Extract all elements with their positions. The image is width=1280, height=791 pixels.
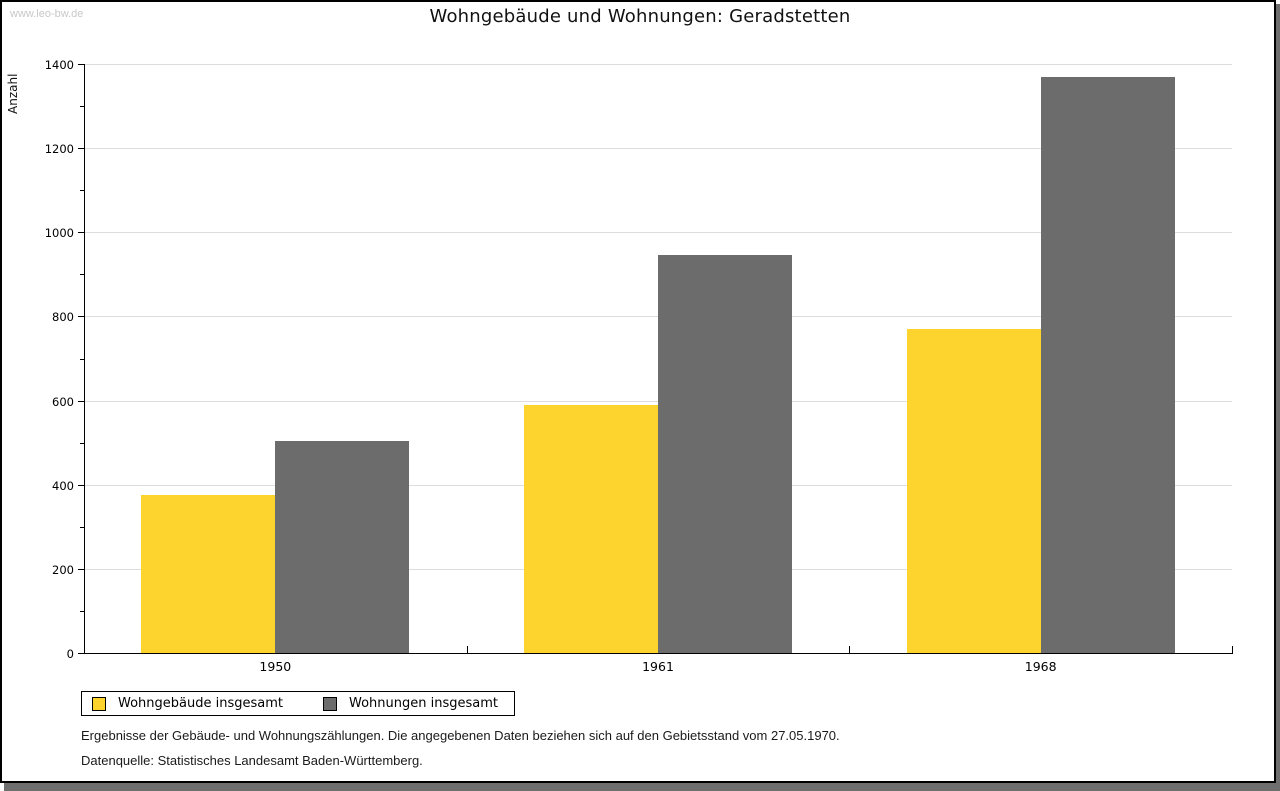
legend-swatch-yellow (92, 696, 106, 711)
bar-wohngebaeude-1961 (524, 404, 658, 653)
legend-item: Wohngebäude insgesamt (92, 696, 283, 711)
y-tick-label: 400 (52, 478, 74, 493)
bar-wohnungen-1961 (658, 255, 792, 653)
y-tick-major (78, 484, 84, 486)
y-tick-label: 800 (52, 310, 74, 325)
legend-swatch-gray (323, 696, 337, 711)
y-tick-major (78, 568, 84, 570)
frame-shadow-right (1276, 4, 1280, 791)
y-tick-label: 1200 (44, 142, 74, 157)
y-tick-minor (80, 190, 84, 192)
bar-wohnungen-1968 (1040, 76, 1175, 653)
bar-wohngebaeude-1968 (906, 329, 1041, 653)
legend-label: Wohnungen insgesamt (349, 696, 498, 711)
x-tick-end (1232, 646, 1233, 653)
chart-title: Wohngebäude und Wohnungen: Geradstetten (429, 6, 851, 27)
gridline (85, 232, 1232, 234)
x-axis-line (84, 653, 1233, 654)
x-tick-label: 1968 (1024, 659, 1057, 674)
y-axis-line (84, 64, 85, 653)
frame-shadow-bottom (4, 783, 1276, 791)
x-tick-label: 1961 (642, 659, 674, 674)
footer-source: Datenquelle: Statistisches Landesamt Bad… (81, 753, 423, 768)
watermark: www.leo-bw.de (10, 8, 84, 20)
gridline (85, 148, 1232, 150)
y-tick-major (78, 232, 84, 234)
y-tick-minor (80, 358, 84, 360)
y-tick-label: 200 (52, 562, 74, 577)
y-tick-major (78, 653, 84, 654)
y-tick-minor (80, 442, 84, 444)
y-tick-major (78, 316, 84, 318)
y-tick-minor (80, 106, 84, 108)
y-tick-minor (80, 526, 84, 528)
x-tick-separator (466, 646, 468, 653)
y-tick-label: 1400 (44, 58, 74, 72)
bar-wohngebaeude-1950 (141, 495, 276, 653)
x-tick-label: 1950 (259, 659, 292, 674)
y-tick-label: 1000 (44, 226, 74, 241)
legend-item: Wohnungen insgesamt (323, 696, 498, 711)
y-tick-minor (80, 274, 84, 276)
y-tick-label: 0 (66, 647, 74, 661)
footer-note: Ergebnisse der Gebäude- und Wohnungszähl… (81, 728, 840, 743)
y-tick-major (78, 400, 84, 402)
legend: Wohngebäude insgesamt Wohnungen insgesamt (81, 691, 515, 716)
y-tick-label: 600 (52, 394, 74, 409)
y-tick-major (78, 64, 84, 65)
legend-label: Wohngebäude insgesamt (118, 696, 283, 711)
bar-wohnungen-1950 (275, 440, 410, 653)
gridline (85, 64, 1232, 65)
y-tick-minor (80, 610, 84, 612)
y-tick-major (78, 148, 84, 150)
x-tick-separator (849, 646, 851, 653)
